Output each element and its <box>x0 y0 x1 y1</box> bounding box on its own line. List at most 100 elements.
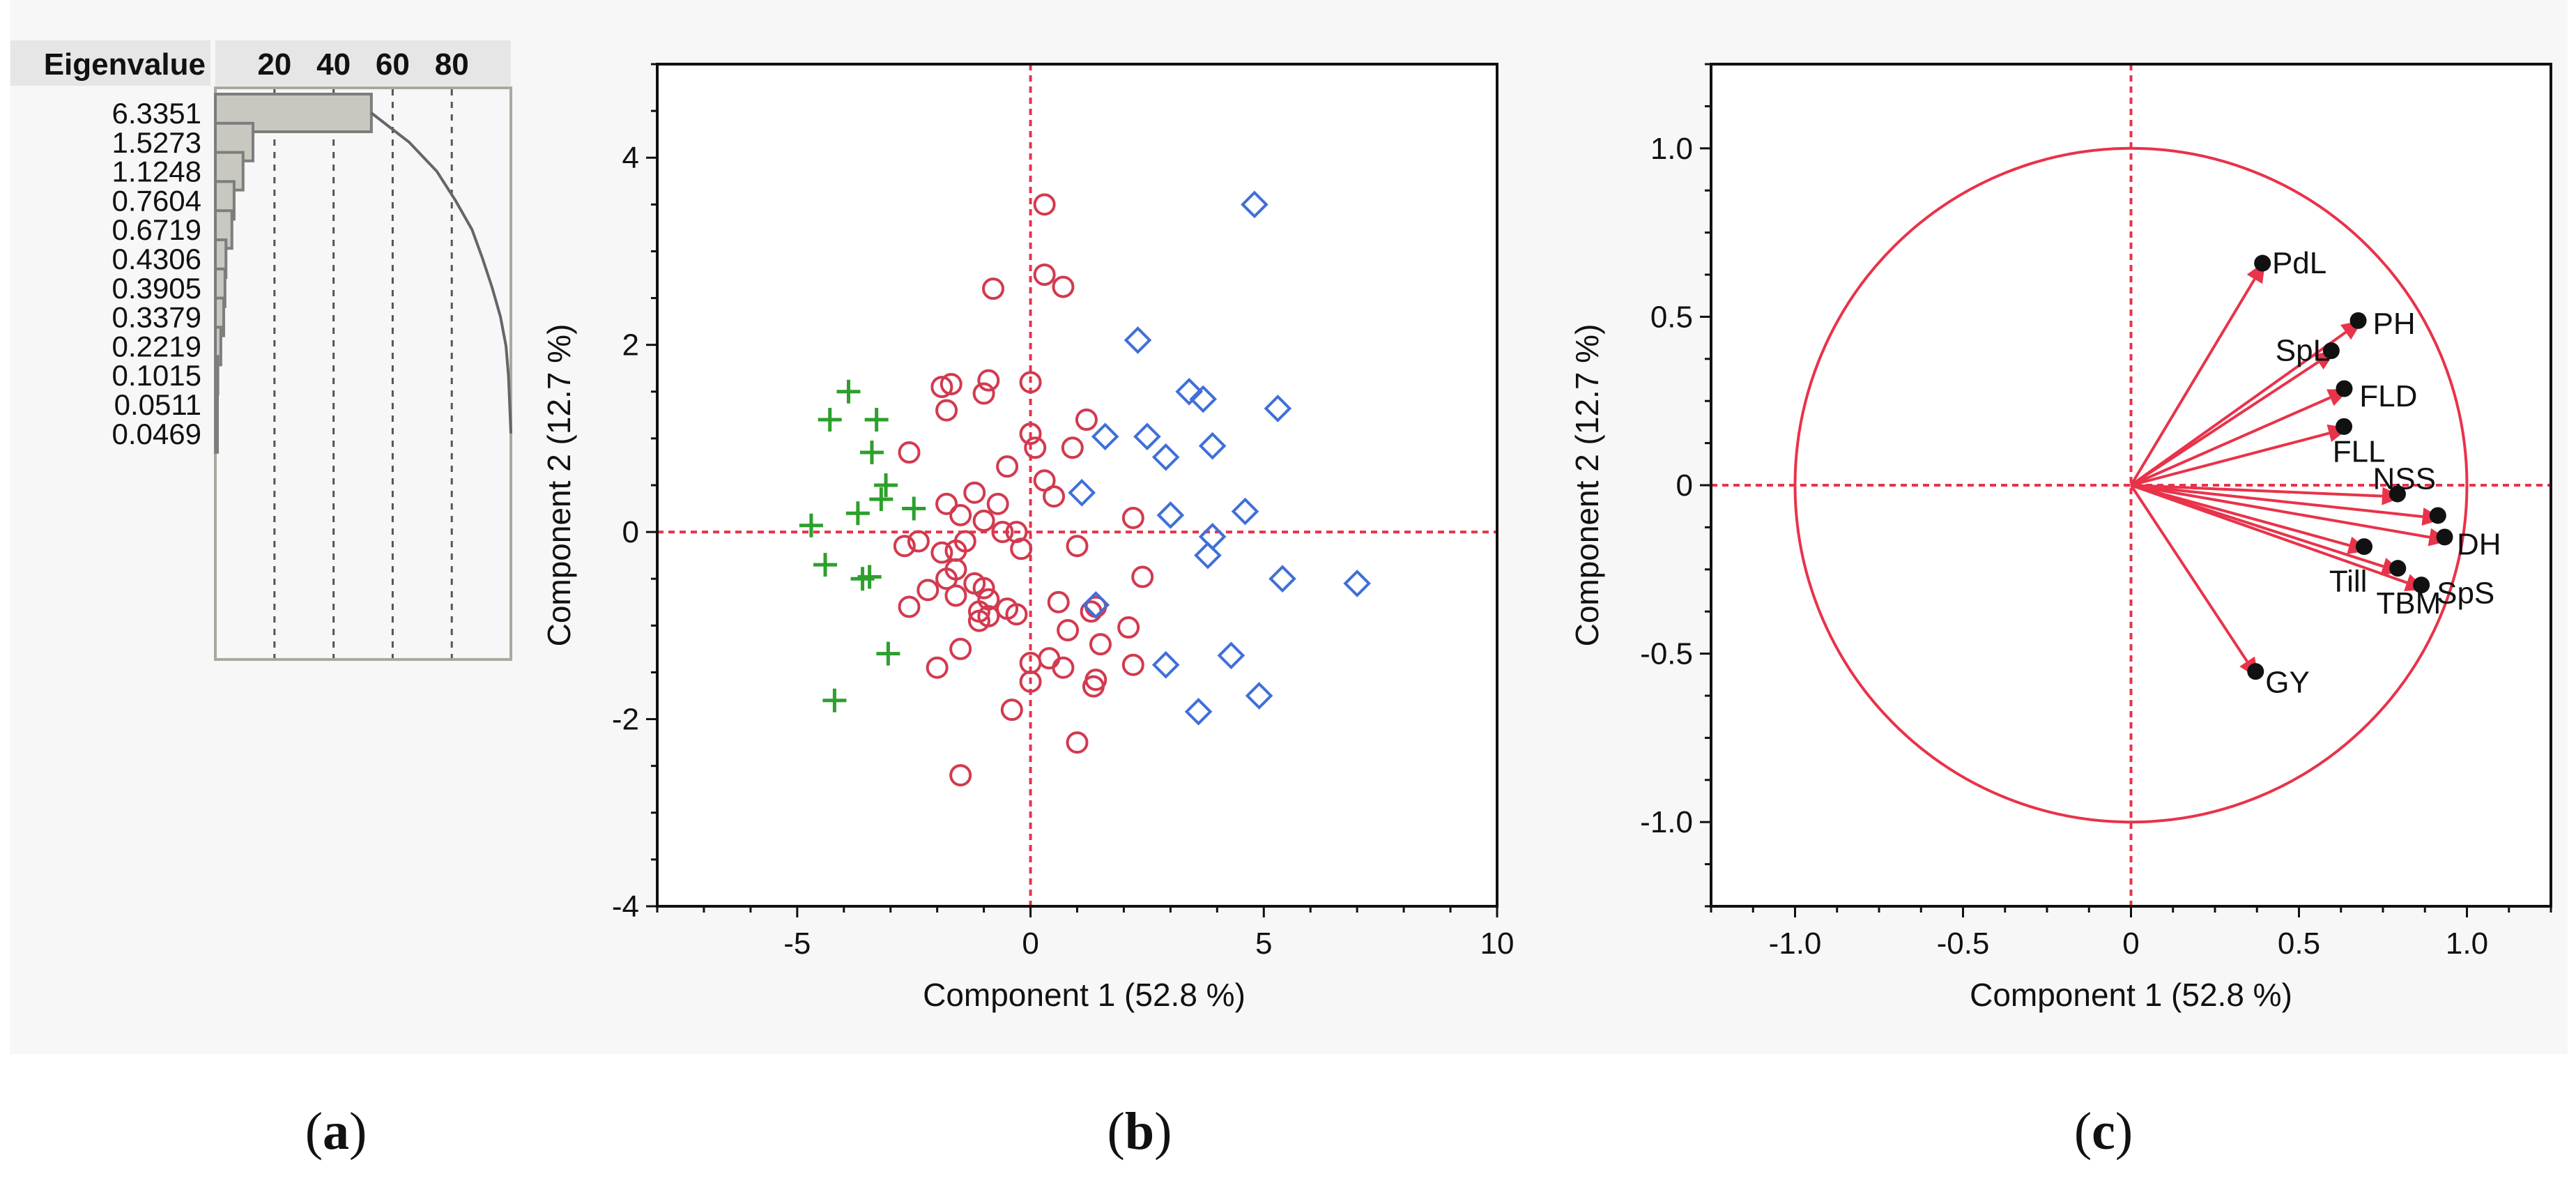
score-x-tick-label: 5 <box>1255 926 1272 961</box>
score-y-tick-label: -2 <box>612 703 639 737</box>
eigenvalue-label: 0.0469 <box>112 418 201 450</box>
score-point-diamond <box>1189 385 1218 413</box>
loading-point <box>2322 342 2340 360</box>
loading-arrow-shaft <box>2131 484 2430 539</box>
score-point-diamond <box>1175 377 1203 406</box>
loading-label-tbm: TBM <box>2376 586 2441 620</box>
score-point-circle <box>1075 409 1098 432</box>
loading-point <box>2247 663 2264 680</box>
loading-label-fll: FLL <box>2333 435 2386 469</box>
loading-arrow-shaft <box>2131 484 2383 498</box>
score-point-circle <box>949 764 972 787</box>
loading-x-tick-label: -0.5 <box>1937 926 1990 961</box>
score-point-diamond <box>1091 422 1119 451</box>
scree-header-left-bg <box>10 40 210 86</box>
loading-y-axis-label: Component 2 (12.7 %) <box>1569 324 1605 647</box>
score-point-circle <box>917 579 940 602</box>
scree-tick-label-40: 40 <box>316 47 351 82</box>
score-x-tick-label: -5 <box>783 926 811 961</box>
score-x-axis-label: Component 1 (52.8 %) <box>923 977 1245 1013</box>
score-point-circle <box>991 521 1014 544</box>
scree-frame <box>214 86 512 661</box>
score-point-circle <box>1047 590 1070 613</box>
scree-chart: Eigenvalue 20 40 60 80 6.33511.52731.12480.76… <box>10 40 512 661</box>
score-point-plus <box>836 379 861 404</box>
loading-label-pdl: PdL <box>2272 246 2326 280</box>
score-point-circle <box>949 637 972 660</box>
score-point-circle <box>972 510 995 533</box>
loading-label-spl: SpL <box>2276 334 2330 368</box>
loading-point <box>2436 528 2453 546</box>
eigenvalue-label: 0.2219 <box>112 330 201 363</box>
loading-label-gy: GY <box>2265 666 2310 700</box>
score-point-plus <box>876 641 900 666</box>
score-point-diamond <box>1151 650 1180 679</box>
score-point-diamond <box>1068 478 1096 507</box>
score-point-circle <box>907 530 930 553</box>
loading-point <box>2336 418 2353 435</box>
score-point-circle <box>986 492 1009 515</box>
score-x-tick-label: 0 <box>1022 926 1038 961</box>
score-point-circle <box>1010 537 1033 560</box>
loading-y-tick-label: 0 <box>1676 468 1693 503</box>
score-point-circle <box>972 382 995 405</box>
score-point-circle <box>1000 699 1023 722</box>
score-point-plus <box>857 565 882 589</box>
loading-label-ph: PH <box>2373 307 2416 341</box>
score-plot: -5 0 5 10 -4 -2 0 2 4 Component 1 (52.8 %) Compone… <box>541 63 1515 1013</box>
score-point-circle <box>1131 565 1154 588</box>
loading-arrow-shaft <box>2131 484 2423 519</box>
score-point-circle <box>935 567 958 590</box>
score-point-diamond <box>1241 190 1268 219</box>
loading-point <box>2349 312 2367 329</box>
unit-circle <box>1793 146 2469 824</box>
loading-y-tick-label: -0.5 <box>1640 637 1693 671</box>
score-point-circle <box>1066 535 1089 558</box>
loading-arrow-shaft <box>2129 484 2248 662</box>
loading-y-tick-label: 1.0 <box>1650 132 1693 166</box>
score-point-circle <box>926 656 949 679</box>
score-point-circle <box>1043 485 1066 508</box>
caption-a: (a) <box>305 1102 367 1161</box>
score-y-tick-label: 0 <box>622 515 639 549</box>
score-point-plus <box>874 473 898 497</box>
score-point-circle <box>977 369 1000 392</box>
loading-point <box>2389 560 2407 577</box>
loading-point <box>2389 485 2406 503</box>
score-x-tick-label: 10 <box>1480 926 1515 961</box>
loading-arrow-shaft <box>2130 484 2408 584</box>
score-point-plus <box>822 688 847 712</box>
score-point-circle <box>982 277 1004 300</box>
loading-point <box>2336 380 2353 397</box>
score-point-diamond <box>1082 590 1110 619</box>
score-point-diamond <box>1231 497 1259 526</box>
scree-header-label: Eigenvalue <box>44 47 206 82</box>
eigenvalue-label: 0.3379 <box>112 301 201 334</box>
score-y-axis-label: Component 2 (12.7 %) <box>541 324 577 647</box>
caption-c: (c) <box>2073 1102 2133 1161</box>
score-point-diamond <box>1194 541 1222 570</box>
eigenvalue-label: 6.3351 <box>112 97 201 130</box>
score-point-diamond <box>1156 501 1185 529</box>
eigenvalue-label: 0.3905 <box>112 272 201 305</box>
loading-point <box>2413 577 2430 594</box>
score-point-plus <box>864 408 889 432</box>
score-point-circle <box>1033 264 1056 286</box>
eigenvalue-label: 1.5273 <box>112 126 201 159</box>
score-point-circle <box>972 577 995 600</box>
score-point-plus <box>869 487 894 512</box>
score-point-diamond <box>1124 326 1152 354</box>
score-point-plus <box>818 408 842 432</box>
score-point-circle <box>1082 675 1105 698</box>
loading-label-nss: NSS <box>2373 461 2436 496</box>
score-point-circle <box>1019 371 1042 394</box>
scree-tick-label-80: 80 <box>435 47 469 82</box>
loading-arrow-shaft <box>2130 396 2331 487</box>
loading-point <box>2356 538 2373 556</box>
score-point-circle <box>1066 731 1089 754</box>
loading-x-tick-label: -1.0 <box>1769 926 1822 961</box>
eigenvalue-label: 0.6719 <box>112 213 201 246</box>
loading-point <box>2429 507 2446 524</box>
score-point-circle <box>930 541 953 564</box>
